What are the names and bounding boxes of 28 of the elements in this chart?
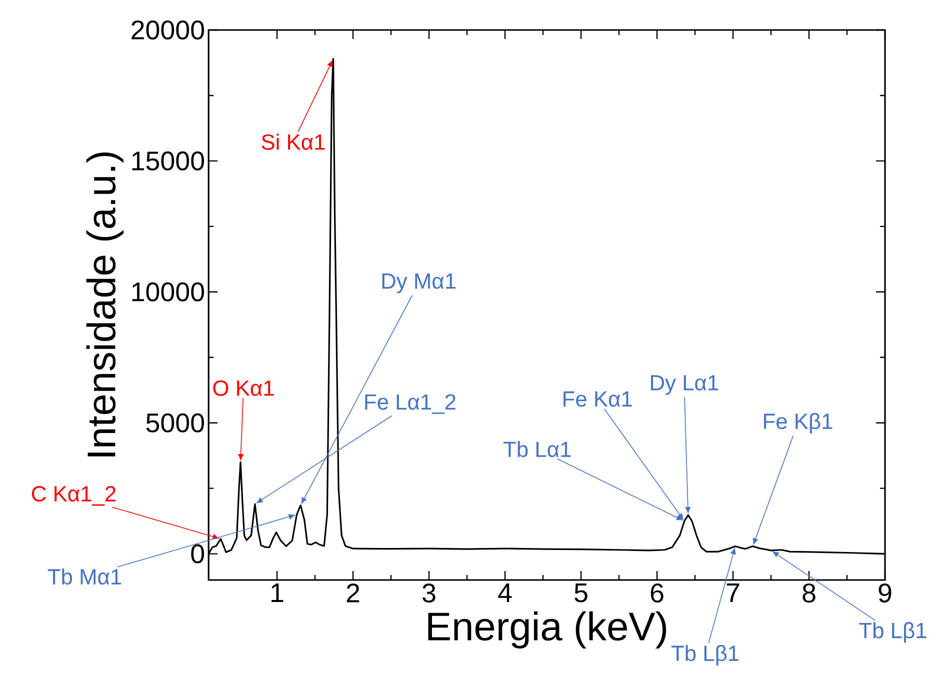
annotation: Fe Lα1_2 xyxy=(365,394,456,414)
annotation: Tb Lα1 xyxy=(504,441,571,458)
x-tick-label: 8 xyxy=(802,584,816,603)
x-tick-label: 2 xyxy=(346,584,360,602)
annotation: Si Kα1 xyxy=(262,134,325,150)
x-tick-label: 4 xyxy=(498,584,512,602)
x-tick-label: 9 xyxy=(878,584,892,603)
annotation: Tb Lβ1 xyxy=(671,644,739,666)
y-tick-label: 10000 xyxy=(132,282,204,302)
annotation: O Kα1 xyxy=(213,380,274,396)
annotation: Dy Mα1 xyxy=(382,274,456,294)
y-tick-label: 0 xyxy=(191,544,204,564)
annotation: C Kα1_2 xyxy=(32,486,116,506)
x-tick-label: 3 xyxy=(422,584,436,603)
annotation: Fe Kβ1 xyxy=(764,412,832,434)
annotation: Tb Mα1 xyxy=(48,568,122,585)
x-axis-title: Energia (keV) xyxy=(428,611,666,649)
y-tick-label: 20000 xyxy=(132,20,204,40)
y-tick-label: 15000 xyxy=(132,151,204,170)
annotation: Dy Lα1 xyxy=(651,375,718,395)
x-tick-label: 1 xyxy=(272,584,284,602)
annotation: Fe Kα1 xyxy=(564,391,632,407)
x-tick-label: 6 xyxy=(650,584,664,603)
y-tick-label: 5000 xyxy=(146,413,204,432)
x-tick-label: 5 xyxy=(574,584,588,602)
x-tick-label: 7 xyxy=(726,584,740,602)
annotation: Tb Lβ1 xyxy=(859,622,926,643)
y-axis-title: Intensidade (a.u.) xyxy=(86,152,124,456)
